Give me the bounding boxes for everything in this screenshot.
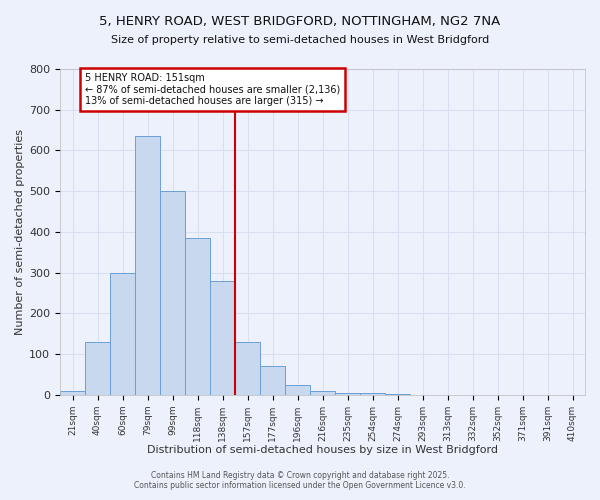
Text: 5, HENRY ROAD, WEST BRIDGFORD, NOTTINGHAM, NG2 7NA: 5, HENRY ROAD, WEST BRIDGFORD, NOTTINGHA…: [100, 15, 500, 28]
Text: 5 HENRY ROAD: 151sqm
← 87% of semi-detached houses are smaller (2,136)
13% of se: 5 HENRY ROAD: 151sqm ← 87% of semi-detac…: [85, 73, 340, 106]
Bar: [335, 392, 360, 394]
Bar: [135, 136, 160, 394]
X-axis label: Distribution of semi-detached houses by size in West Bridgford: Distribution of semi-detached houses by …: [147, 445, 498, 455]
Bar: [110, 272, 135, 394]
Text: Contains HM Land Registry data © Crown copyright and database right 2025.
Contai: Contains HM Land Registry data © Crown c…: [134, 470, 466, 490]
Bar: [60, 390, 85, 394]
Bar: [285, 384, 310, 394]
Bar: [360, 392, 385, 394]
Bar: [310, 390, 335, 394]
Bar: [210, 280, 235, 394]
Bar: [235, 342, 260, 394]
Bar: [85, 342, 110, 394]
Y-axis label: Number of semi-detached properties: Number of semi-detached properties: [15, 129, 25, 335]
Bar: [160, 191, 185, 394]
Text: Size of property relative to semi-detached houses in West Bridgford: Size of property relative to semi-detach…: [111, 35, 489, 45]
Bar: [185, 238, 210, 394]
Bar: [260, 366, 285, 394]
